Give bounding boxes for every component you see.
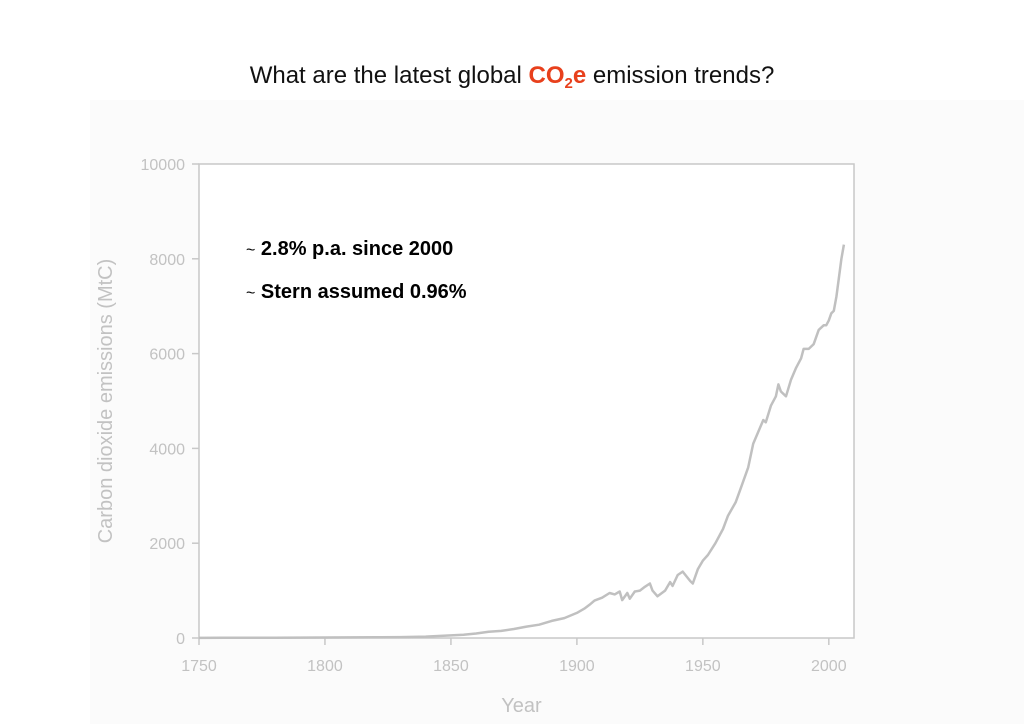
y-tick-label: 4000 — [149, 441, 185, 458]
annotation-text: 2.8% p.a. since 2000 — [260, 238, 454, 260]
x-tick-label: 1950 — [685, 658, 721, 675]
x-tick-label: 2000 — [811, 658, 847, 675]
title-suffix: emission trends? — [586, 62, 775, 89]
x-tick-label: 1750 — [181, 658, 217, 675]
title-prefix: What are the latest global — [249, 62, 529, 89]
y-tick-label: 8000 — [149, 252, 185, 269]
emissions-series-line — [198, 244, 846, 640]
y-tick-label: 2000 — [149, 536, 185, 553]
y-tick-label: 6000 — [149, 347, 185, 364]
annotation-growth-rate: ~ 2.8% p.a. since 2000 — [246, 238, 453, 261]
x-tick-label: 1800 — [307, 658, 343, 675]
title-highlight: CO2e — [528, 62, 587, 92]
annotation-tilde: ~ — [246, 242, 256, 259]
title-highlight-subscript: 2 — [564, 75, 573, 92]
annotation-stern: ~ Stern assumed 0.96% — [246, 281, 467, 304]
y-axis-label: Carbon dioxide emissions (MtC) — [95, 259, 117, 544]
page-title: What are the latest global CO2e emission… — [0, 62, 1024, 92]
plot-area-frame — [198, 163, 855, 639]
annotation-text: Stern assumed 0.96% — [260, 281, 467, 303]
title-highlight-main: CO — [528, 62, 565, 89]
x-tick-label: 1850 — [433, 658, 469, 675]
x-axis-label: Year — [501, 695, 542, 717]
x-tick-label: 1900 — [559, 658, 595, 675]
y-tick-label: 0 — [176, 631, 185, 648]
title-highlight-suffix: e — [572, 62, 587, 89]
annotation-tilde: ~ — [246, 285, 256, 302]
y-tick-label: 10000 — [141, 157, 186, 174]
